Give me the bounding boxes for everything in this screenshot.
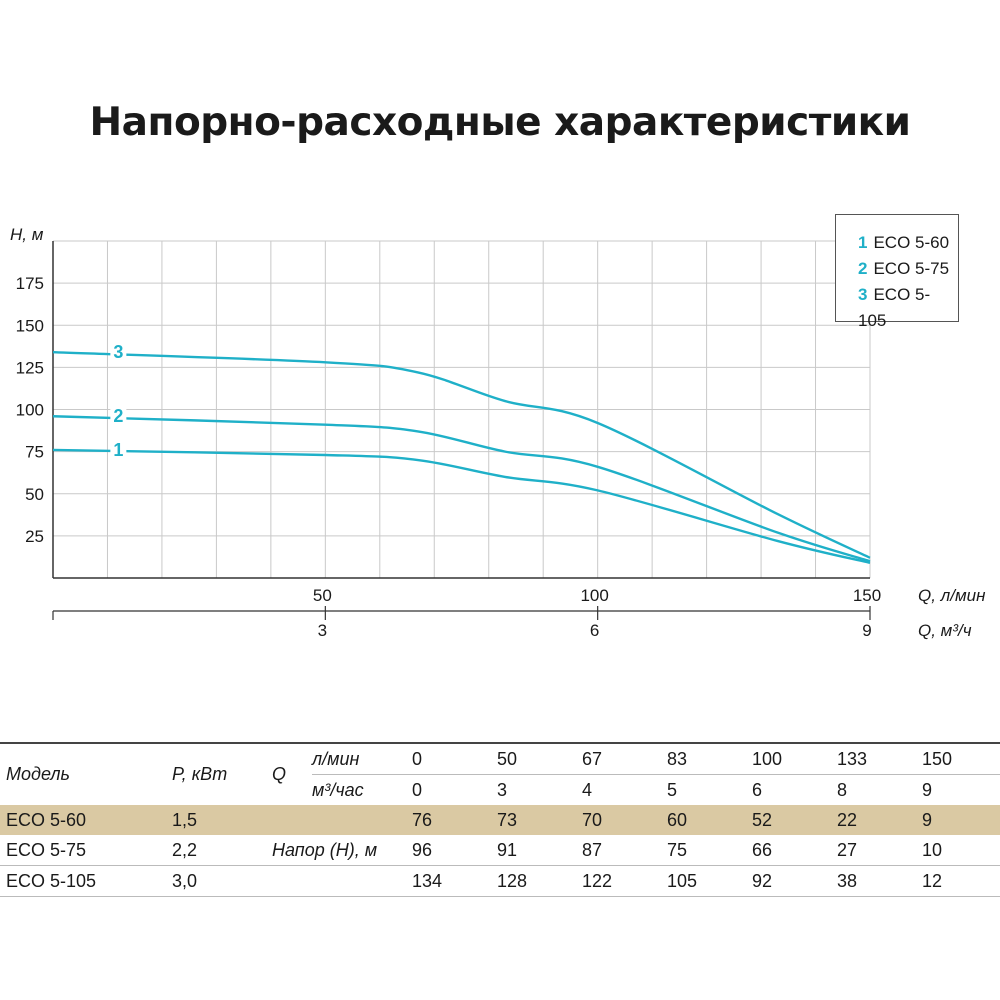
table-cell: 66 bbox=[752, 835, 837, 866]
power-cell: 2,2 bbox=[172, 835, 272, 866]
table-cell: 27 bbox=[837, 835, 922, 866]
table-cell: 10 bbox=[922, 835, 1000, 866]
table-cell: 96 bbox=[412, 835, 497, 866]
table-cell: 12 bbox=[922, 865, 1000, 897]
power-header: P, кВт bbox=[172, 742, 272, 805]
table-cell: 133 bbox=[837, 742, 922, 775]
table-cell: 122 bbox=[582, 865, 667, 897]
model-header: Модель bbox=[0, 742, 172, 805]
y-tick-label: 50 bbox=[25, 485, 44, 504]
y-tick-label: 175 bbox=[16, 274, 44, 293]
x-tick-label: 150 bbox=[853, 586, 881, 605]
series-label-bg bbox=[110, 439, 127, 460]
y-tick-label: 100 bbox=[16, 401, 44, 420]
model-cell: ECO 5-75 bbox=[0, 835, 172, 866]
power-cell: 1,5 bbox=[172, 805, 272, 835]
table-cell: 70 bbox=[582, 805, 667, 835]
table-cell: 134 bbox=[412, 865, 497, 897]
x2-tick-label: 6 bbox=[590, 621, 599, 640]
table-cell: 76 bbox=[412, 805, 497, 835]
series-line-1 bbox=[52, 448, 871, 565]
table-cell: 75 bbox=[667, 835, 752, 866]
table-cell: 83 bbox=[667, 742, 752, 775]
table-cell: 8 bbox=[837, 779, 848, 800]
y-tick-label: 75 bbox=[25, 443, 44, 462]
performance-table: Модель P, кВт Q л/мин 0 50 67 83 100 133… bbox=[0, 742, 1000, 897]
table-cell: 9 bbox=[922, 779, 933, 800]
table-cell: 128 bbox=[497, 865, 582, 897]
table-cell: 100 bbox=[752, 742, 837, 775]
y-axis-label: H, м bbox=[10, 225, 44, 244]
table-row: ECO 5-60 1,5 76 73 70 60 52 22 9 bbox=[0, 805, 1000, 835]
table-cell: 67 bbox=[582, 742, 667, 775]
table-cell: 73 bbox=[497, 805, 582, 835]
series-label: 3 bbox=[113, 342, 123, 362]
x2-tick-label: 3 bbox=[318, 621, 327, 640]
table-cell: 60 bbox=[667, 805, 752, 835]
power-cell: 3,0 bbox=[172, 865, 272, 897]
x2-axis-label: Q, м³/ч bbox=[918, 621, 972, 640]
x-tick-label: 100 bbox=[580, 586, 608, 605]
x-axis-label: Q, л/мин bbox=[918, 586, 986, 605]
table-row: ECO 5-75 2,2 Напор (Н), м 96 91 87 75 66… bbox=[0, 835, 1000, 866]
head-label: Напор (Н), м bbox=[272, 835, 412, 866]
table-cell: 4 bbox=[582, 779, 593, 800]
q-header: Q bbox=[272, 742, 312, 805]
table-header-row: м³/час 0 3 4 5 6 8 9 bbox=[0, 775, 1000, 806]
legend-item: 3 ECO 5-105 bbox=[858, 285, 931, 330]
table-header-row: Модель P, кВт Q л/мин 0 50 67 83 100 133… bbox=[0, 742, 1000, 805]
legend-item: 1 ECO 5-60 bbox=[858, 233, 950, 252]
table-cell: 22 bbox=[837, 805, 922, 835]
model-cell: ECO 5-105 bbox=[0, 865, 172, 897]
table-cell: 3 bbox=[497, 779, 508, 800]
table-cell: 87 bbox=[582, 835, 667, 866]
x-tick-label: 50 bbox=[313, 586, 332, 605]
table-cell: 50 bbox=[497, 742, 582, 775]
table-cell: 52 bbox=[752, 805, 837, 835]
m3h-unit: м³/час bbox=[312, 779, 364, 800]
chart-legend: 1 ECO 5-60 2 ECO 5-75 3 ECO 5-105 bbox=[835, 214, 959, 330]
model-cell: ECO 5-60 bbox=[0, 805, 172, 835]
series-label-bg bbox=[110, 406, 127, 427]
series-line-3 bbox=[52, 351, 871, 559]
table-row: ECO 5-105 3,0 134 128 122 105 92 38 12 bbox=[0, 865, 1000, 897]
page-title: Напорно-расходные характеристики bbox=[89, 100, 911, 145]
table-cell: 9 bbox=[922, 805, 1000, 835]
series-label-bg bbox=[110, 342, 127, 363]
performance-chart: 25 50 75 100 125 150 175 H, м 50 100 150 3 6 9 Q, л/ми… bbox=[10, 225, 986, 640]
table-cell: 91 bbox=[497, 835, 582, 866]
lpm-unit: л/мин bbox=[312, 742, 412, 775]
legend-item: 2 ECO 5-75 bbox=[858, 259, 950, 278]
table-cell: 0 bbox=[412, 742, 497, 775]
series-label: 1 bbox=[113, 440, 123, 460]
table-cell: 0 bbox=[412, 779, 423, 800]
y-tick-label: 125 bbox=[16, 358, 44, 377]
table-cell: 38 bbox=[837, 865, 922, 897]
table-cell: 6 bbox=[752, 779, 763, 800]
table-cell: 105 bbox=[667, 865, 752, 897]
table-cell: 150 bbox=[922, 742, 1000, 775]
y-tick-label: 150 bbox=[16, 316, 44, 335]
table-cell: 92 bbox=[752, 865, 837, 897]
table-cell: 5 bbox=[667, 779, 678, 800]
y-tick-label: 25 bbox=[25, 527, 44, 546]
x2-tick-label: 9 bbox=[862, 621, 871, 640]
series-label: 2 bbox=[113, 406, 123, 426]
series-line-2 bbox=[52, 415, 871, 563]
